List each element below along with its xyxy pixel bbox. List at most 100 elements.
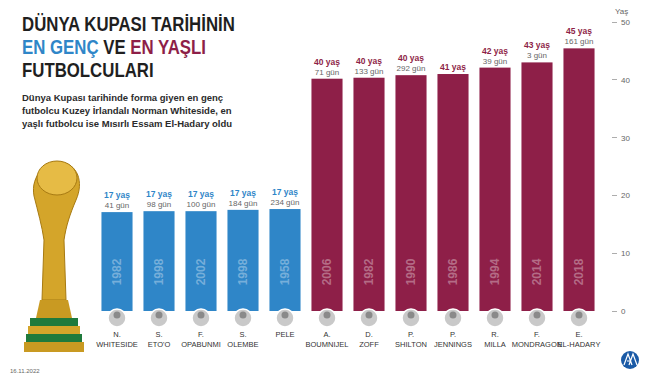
- title-word: DÜNYA: [22, 12, 80, 35]
- player-icon: [570, 309, 588, 327]
- player-icon: [528, 309, 546, 327]
- player-icon: [402, 309, 420, 327]
- title-word: EN: [22, 35, 45, 58]
- bars: [101, 48, 594, 311]
- data-label-line: 133 gün: [355, 67, 384, 76]
- bar: [395, 75, 426, 311]
- trophy-globe: [37, 161, 77, 195]
- player-icon-head: [198, 312, 205, 319]
- bar: [311, 79, 342, 311]
- data-label-line: 3 gün: [527, 51, 547, 60]
- y-axis-label: Yaş: [615, 7, 628, 16]
- title-word: FUTBOLCULARI: [22, 58, 154, 81]
- category-label-line: OPABUNMI: [181, 340, 220, 349]
- data-label: 43 yaş3 gün: [524, 40, 550, 60]
- player-icon-head: [282, 312, 289, 319]
- data-label-line: 42 yaş: [482, 46, 508, 56]
- category-label-line: WHITESIDE: [96, 340, 138, 349]
- data-label-line: 100 gün: [187, 200, 216, 209]
- chart: Yaş0102030405019821998200219981958200619…: [0, 0, 650, 378]
- player-icon-head: [576, 312, 583, 319]
- bar: [479, 68, 510, 311]
- data-label-line: 17 yaş: [272, 187, 298, 197]
- category-label: A.BOUMNIJEL: [306, 330, 349, 349]
- category-label: P.SHILTON: [395, 330, 427, 349]
- data-label: 41 yaş: [440, 62, 466, 72]
- data-label: 17 yaş184 gün: [229, 188, 258, 208]
- data-label: 40 yaş292 gün: [397, 53, 426, 73]
- category-label: P.JENNINGS: [434, 330, 472, 349]
- player-icon-head: [408, 312, 415, 319]
- year-label: 1982: [362, 258, 376, 285]
- player-icon: [108, 309, 126, 327]
- data-label: 45 yaş161 gün: [565, 26, 594, 46]
- player-icon-head: [114, 312, 121, 319]
- category-label: F.MONDRAGON: [512, 330, 562, 349]
- y-tick: [612, 137, 617, 138]
- y-tick-label: 0: [621, 307, 626, 316]
- year-label: 1998: [236, 258, 250, 285]
- bar: [101, 212, 132, 311]
- title-word: EN: [130, 35, 153, 58]
- category-label: N.WHITESIDE: [96, 330, 138, 349]
- year-label: 1982: [110, 258, 124, 285]
- trophy-base: [28, 326, 80, 334]
- data-label-line: 17 yaş: [146, 189, 172, 199]
- trophy-band: [26, 334, 82, 342]
- data-label-line: 43 yaş: [524, 40, 550, 50]
- y-tick-label: 50: [621, 18, 630, 27]
- trophy-base: [24, 342, 84, 352]
- data-label-line: 17 yaş: [188, 189, 214, 199]
- player-icon: [486, 309, 504, 327]
- data-label: 40 yaş133 gün: [355, 56, 384, 76]
- category-label-line: ZOFF: [359, 340, 379, 349]
- y-tick: [612, 79, 617, 80]
- category-label-line: ETO'O: [148, 340, 171, 349]
- category-label: F.OPABUNMI: [181, 330, 220, 349]
- player-icon: [444, 309, 462, 327]
- data-label: 17 yaş100 gün: [187, 189, 216, 209]
- data-label-line: 41 gün: [105, 201, 129, 210]
- player-icon-head: [534, 312, 541, 319]
- title-word: YAŞLI: [158, 35, 206, 58]
- year-label: 1994: [488, 258, 502, 285]
- category-label-line: E.: [575, 330, 582, 339]
- year-label: 1990: [404, 258, 418, 285]
- category-label-line: PELE: [275, 330, 294, 339]
- data-label-line: 39 gün: [483, 57, 507, 66]
- year-label: 2002: [194, 258, 208, 285]
- y-tick: [612, 311, 617, 312]
- title-word: VE: [103, 35, 125, 58]
- subtitle: Dünya Kupası tarihinde forma giyen en ge…: [22, 91, 242, 130]
- y-tick: [612, 253, 617, 254]
- y-tick: [612, 195, 617, 196]
- y-tick-label: 40: [621, 76, 630, 85]
- data-label: 42 yaş39 gün: [482, 46, 508, 66]
- trophy-band: [30, 318, 78, 326]
- bar: [227, 210, 258, 311]
- player-icon: [150, 309, 168, 327]
- y-tick-label: 10: [621, 249, 630, 258]
- category-label-line: OLEMBE: [227, 340, 258, 349]
- data-label: 40 yaş71 gün: [314, 57, 340, 77]
- data-label-line: 292 gün: [397, 64, 426, 73]
- category-label-line: D.: [365, 330, 373, 339]
- category-label: R.MILLA: [484, 330, 506, 349]
- y-tick-label: 20: [621, 191, 630, 200]
- category-label-line: BOUMNIJEL: [306, 340, 349, 349]
- player-icon-head: [324, 312, 331, 319]
- player-icon-head: [240, 312, 247, 319]
- bar: [269, 209, 300, 311]
- player-icon: [234, 309, 252, 327]
- bar: [437, 74, 468, 311]
- bar: [563, 48, 594, 311]
- category-label-line: S.: [155, 330, 162, 339]
- year-label: 1998: [152, 258, 166, 285]
- player-icon: [276, 309, 294, 327]
- year-label: 1986: [446, 258, 460, 285]
- category-label-line: N.: [113, 330, 121, 339]
- player-icon-head: [450, 312, 457, 319]
- data-label-line: 184 gün: [229, 199, 258, 208]
- data-label-line: 40 yaş: [314, 57, 340, 67]
- category-label-line: MILLA: [484, 340, 506, 349]
